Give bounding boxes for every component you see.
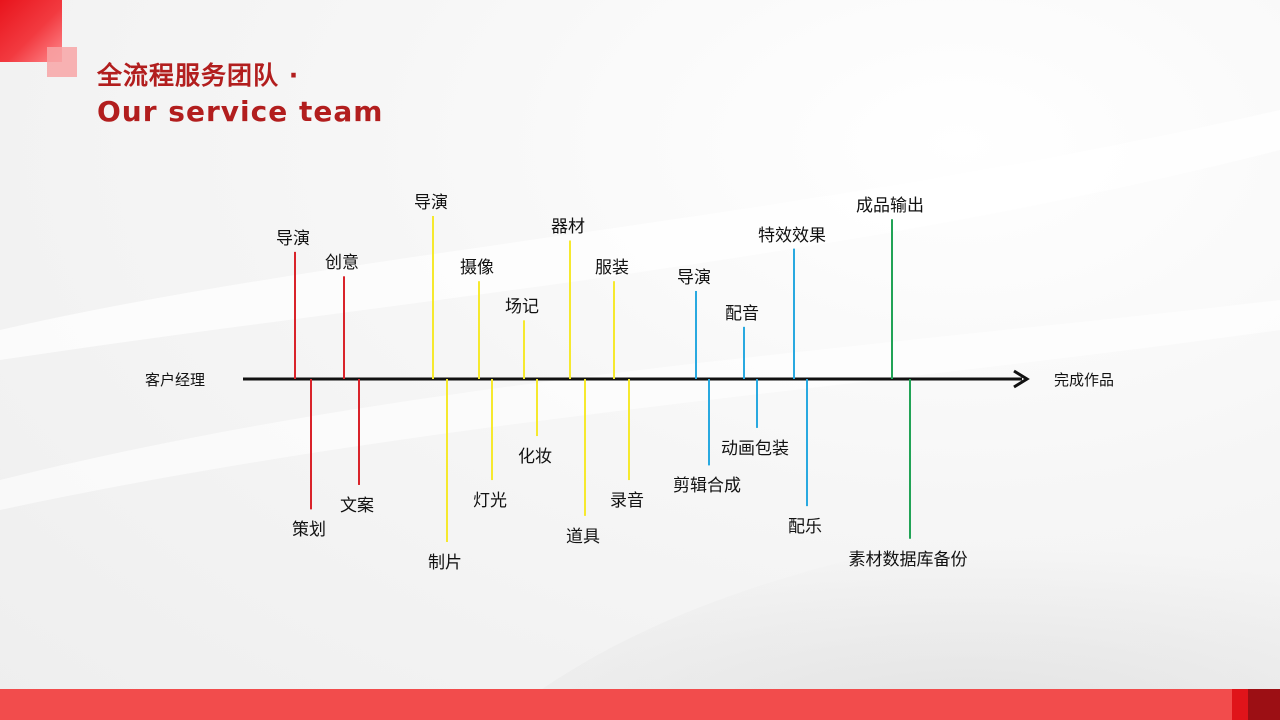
timeline-item-label: 动画包装: [721, 438, 789, 459]
page-title: 全流程服务团队 ·: [97, 61, 300, 90]
timeline-start-label: 客户经理: [145, 371, 206, 389]
timeline-item-label: 导演: [414, 193, 448, 213]
timeline-item-label: 配乐: [788, 517, 822, 538]
timeline-item-label: 特效效果: [758, 225, 826, 246]
timeline-item-label: 导演: [276, 228, 310, 249]
corner-accent-square-small: [47, 47, 77, 77]
timeline-item-label: 制片: [428, 553, 462, 573]
timeline-item-label: 创意: [325, 253, 359, 274]
timeline-item-label: 成品输出: [856, 196, 924, 217]
timeline-item-label: 摄像: [460, 258, 494, 279]
timeline-item-label: 配音: [725, 303, 759, 324]
timeline-item-label: 剪辑合成: [673, 476, 741, 497]
timeline-item-label: 道具: [566, 526, 600, 547]
timeline-end-label: 完成作品: [1054, 371, 1115, 389]
timeline-item-label: 策划: [292, 520, 326, 541]
timeline-item-label: 灯光: [473, 491, 507, 512]
timeline-item-label: 素材数据库备份: [848, 549, 968, 570]
footer-bar: [0, 689, 1232, 720]
timeline-item-label: 录音: [610, 491, 644, 512]
timeline-item-label: 导演: [677, 267, 711, 288]
timeline-item-label: 场记: [505, 297, 539, 318]
page-subtitle: Our service team: [97, 95, 384, 128]
footer-accent-block-dark: [1248, 689, 1280, 720]
timeline-arrow-head: [1013, 369, 1030, 389]
footer-accent-block: [1232, 689, 1248, 720]
timeline-item-label: 服装: [595, 258, 629, 279]
timeline-item-label: 文案: [340, 495, 374, 516]
timeline-item-label: 化妆: [518, 447, 552, 468]
timeline-item-label: 器材: [551, 217, 585, 238]
